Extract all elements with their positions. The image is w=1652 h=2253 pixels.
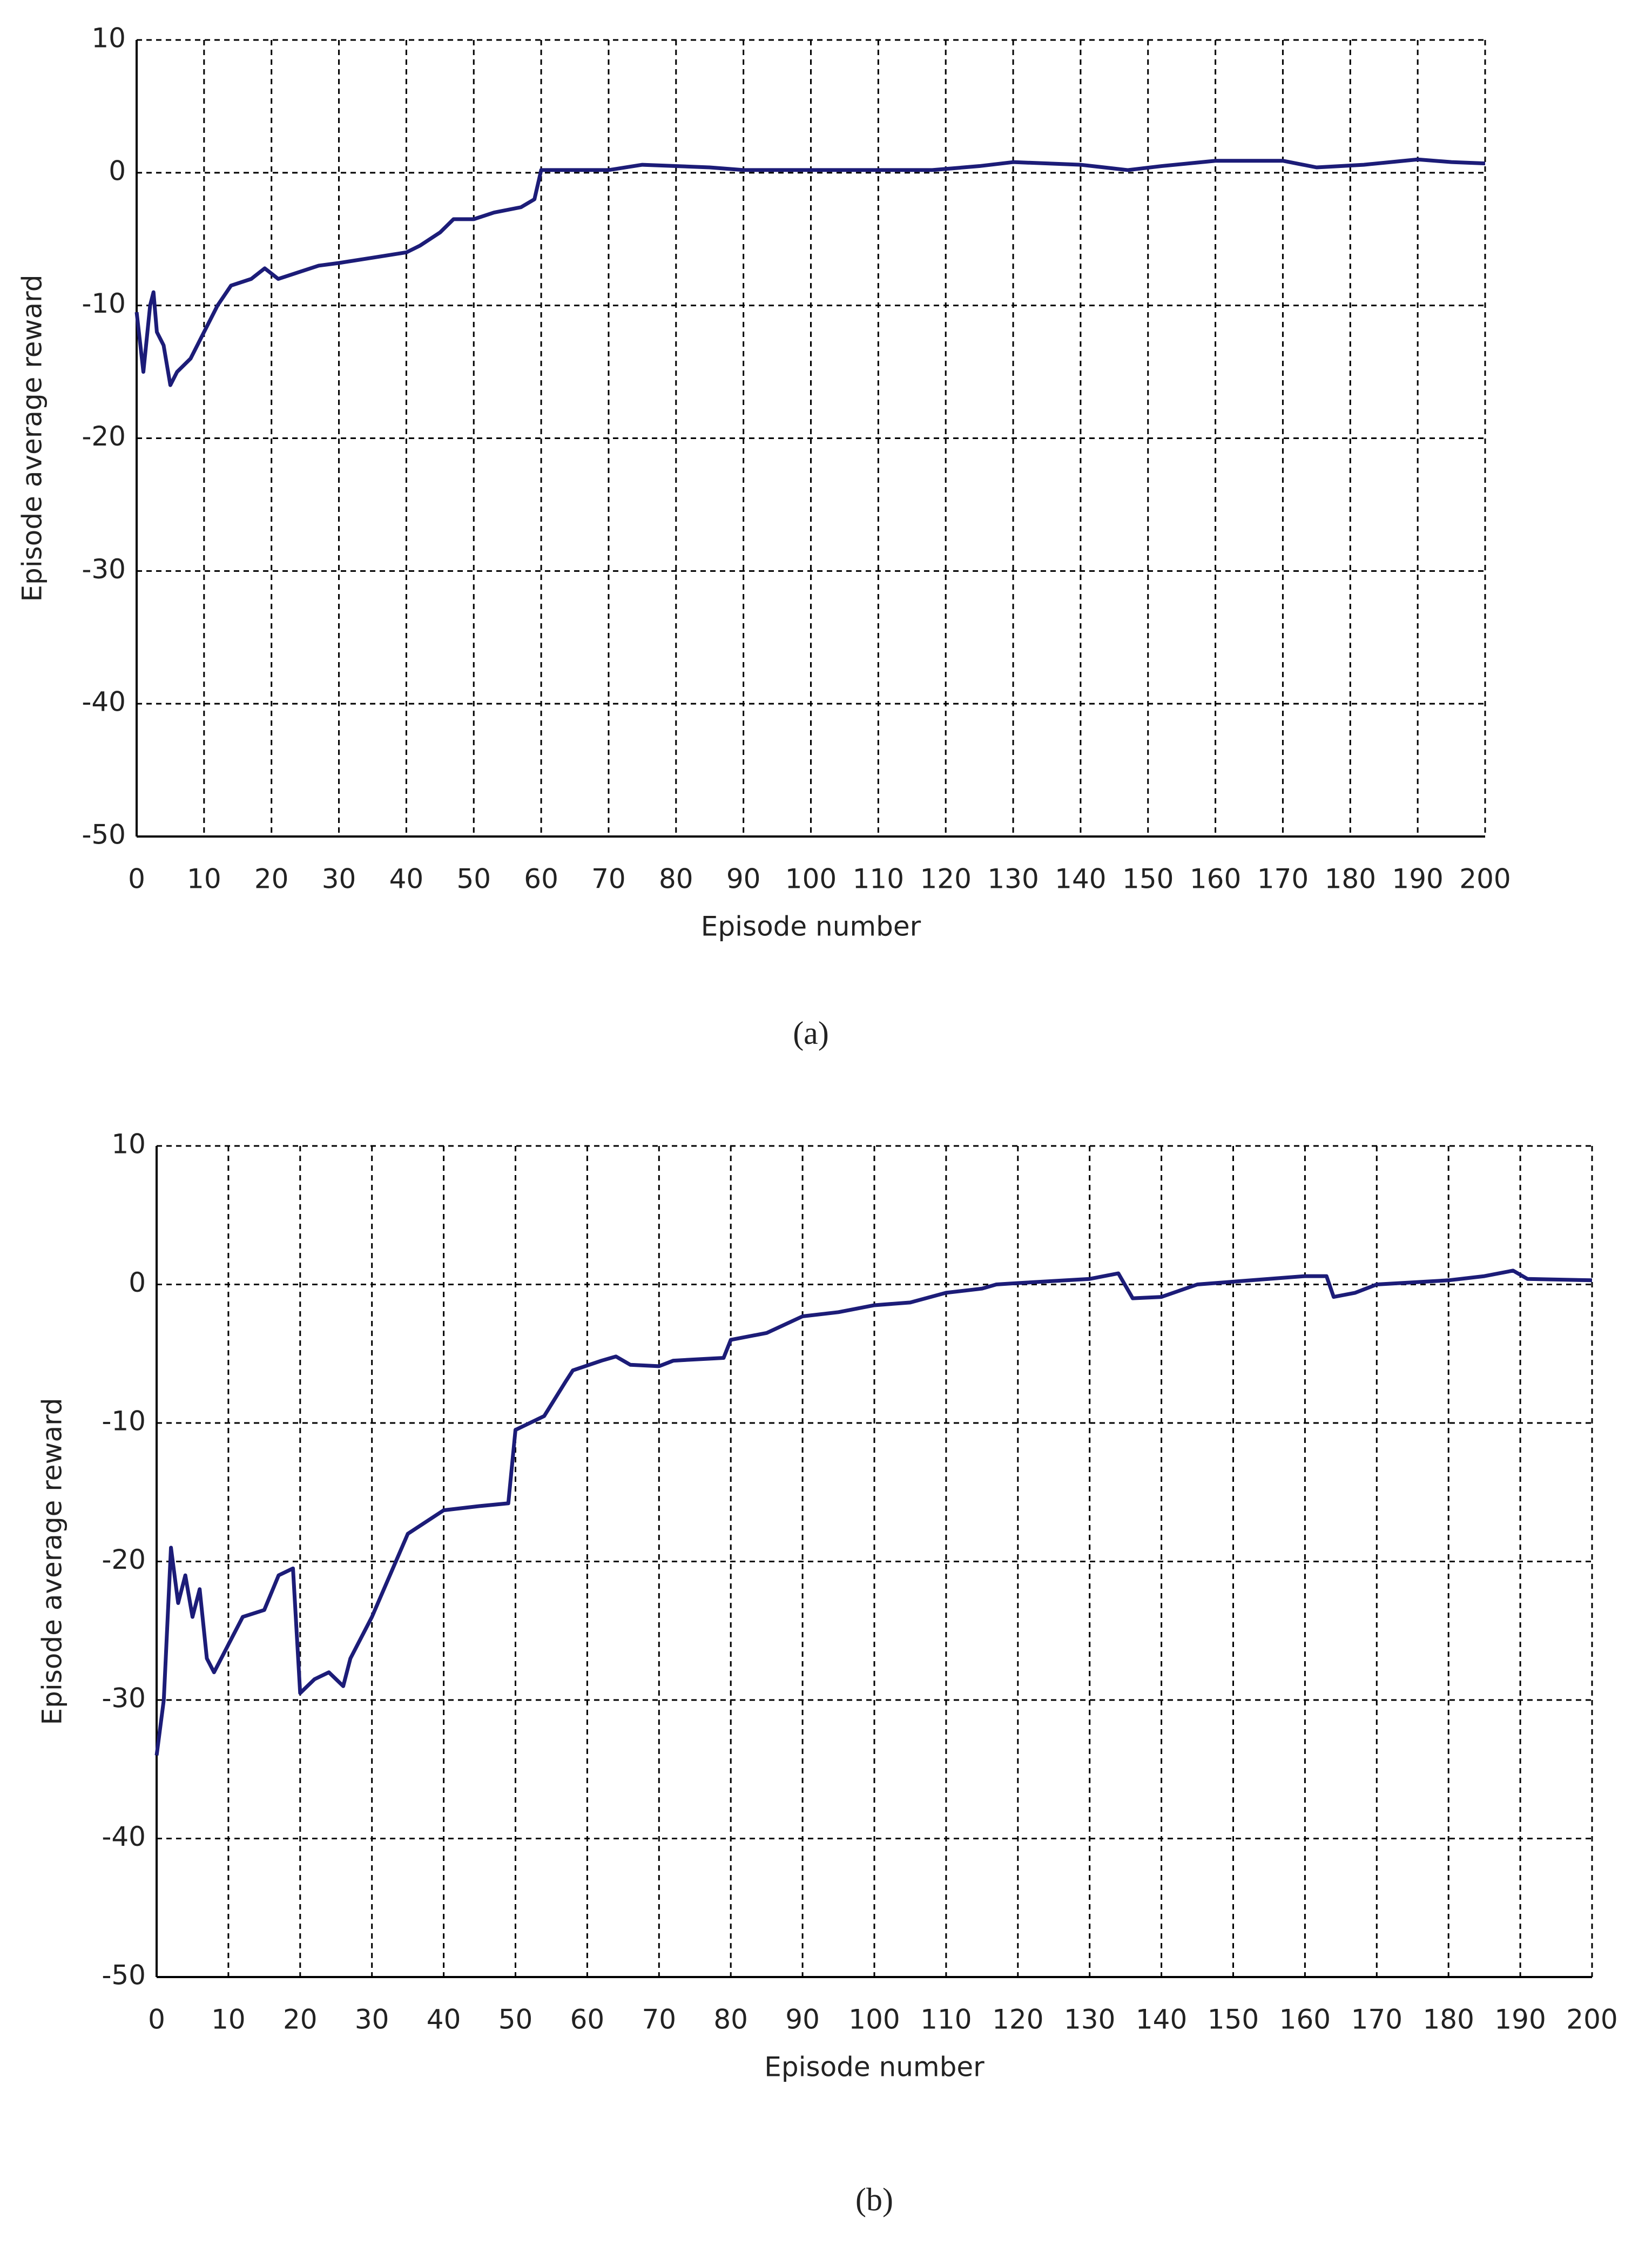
x-tick-label: 170: [1351, 2004, 1402, 2035]
x-tick-label: 0: [148, 2004, 165, 2035]
x-tick-label: 50: [456, 864, 491, 895]
x-tick-label: 10: [187, 864, 221, 895]
y-tick-label: -50: [82, 819, 126, 851]
x-tick-label: 100: [848, 2004, 900, 2035]
x-tick-label: 0: [128, 864, 145, 895]
y-axis-label: Episode average reward: [17, 274, 48, 602]
y-tick-label: 0: [129, 1267, 146, 1298]
x-tick-label: 40: [389, 864, 424, 895]
x-tick-label: 100: [785, 864, 837, 895]
x-tick-label: 190: [1494, 2004, 1546, 2035]
caption: (b): [855, 2182, 893, 2217]
x-tick-label: 140: [1055, 864, 1106, 895]
x-tick-label: 60: [570, 2004, 605, 2035]
line-series: [154, 1269, 1593, 1756]
y-tick-label: -10: [82, 288, 126, 319]
caption: (a): [793, 1015, 829, 1051]
x-tick-label: 150: [1208, 2004, 1259, 2035]
x-tick-label: 160: [1279, 2004, 1331, 2035]
x-tick-label: 200: [1459, 864, 1511, 895]
x-tick-label: 110: [853, 864, 904, 895]
x-tick-label: 90: [726, 864, 761, 895]
x-tick-label: 50: [498, 2004, 533, 2035]
y-tick-label: 10: [111, 1129, 146, 1160]
x-tick-label: 130: [987, 864, 1039, 895]
x-tick-label: 70: [591, 864, 626, 895]
x-tick-label: 10: [211, 2004, 246, 2035]
x-tick-label: 60: [524, 864, 558, 895]
x-tick-label: 80: [713, 2004, 748, 2035]
x-tick-label: 30: [355, 2004, 389, 2035]
x-tick-label: 190: [1392, 864, 1443, 895]
x-tick-label: 20: [254, 864, 289, 895]
x-tick-label: 120: [992, 2004, 1043, 2035]
y-tick-label: -40: [82, 686, 126, 718]
x-tick-label: 80: [659, 864, 693, 895]
x-tick-label: 150: [1122, 864, 1174, 895]
y-tick-label: -40: [102, 1821, 146, 1852]
y-tick-label: -20: [82, 421, 126, 452]
x-tick-label: 140: [1136, 2004, 1187, 2035]
y-tick-label: 10: [91, 23, 126, 54]
x-tick-label: 70: [642, 2004, 676, 2035]
y-tick-label: -20: [102, 1544, 146, 1575]
x-axis-label: Episode number: [701, 911, 921, 942]
x-tick-label: 40: [427, 2004, 461, 2035]
y-tick-label: 0: [109, 155, 126, 186]
x-tick-label: 130: [1064, 2004, 1115, 2035]
x-tick-label: 170: [1257, 864, 1309, 895]
x-tick-label: 30: [322, 864, 356, 895]
x-tick-label: 110: [920, 2004, 972, 2035]
x-tick-label: 180: [1422, 2004, 1474, 2035]
y-tick-label: -30: [102, 1683, 146, 1714]
x-tick-label: 90: [785, 2004, 820, 2035]
y-tick-label: -10: [102, 1406, 146, 1437]
y-tick-label: -50: [102, 1960, 146, 1991]
x-tick-label: 180: [1325, 864, 1376, 895]
x-tick-label: 20: [283, 2004, 318, 2035]
line-series: [134, 157, 1486, 387]
x-axis-label: Episode number: [764, 2052, 985, 2083]
x-tick-label: 200: [1566, 2004, 1617, 2035]
x-tick-label: 160: [1190, 864, 1241, 895]
y-tick-label: -30: [82, 554, 126, 585]
x-tick-label: 120: [920, 864, 971, 895]
y-axis-label: Episode average reward: [37, 1398, 68, 1725]
